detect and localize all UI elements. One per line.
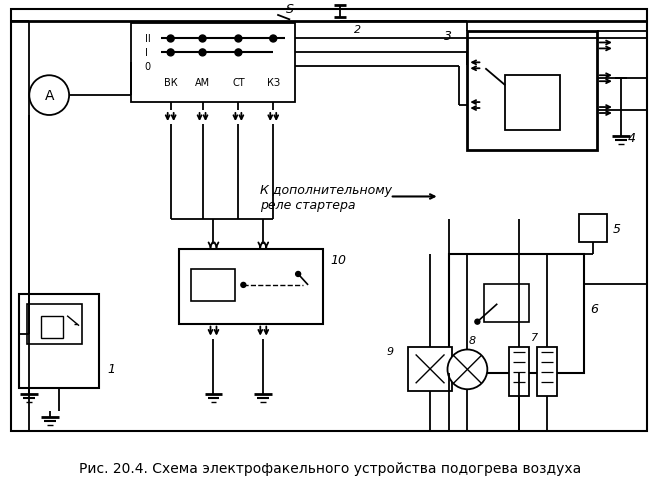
Text: КЗ: КЗ — [267, 78, 280, 88]
Bar — [131, 23, 295, 103]
Bar — [408, 347, 453, 391]
Text: 4: 4 — [628, 132, 636, 145]
Circle shape — [167, 50, 174, 57]
Bar — [484, 285, 529, 322]
Circle shape — [167, 36, 174, 43]
Bar — [191, 269, 236, 301]
Text: ВК: ВК — [164, 78, 178, 88]
Bar — [19, 294, 99, 388]
Text: К дополнительному: К дополнительному — [260, 183, 392, 197]
Bar — [510, 347, 529, 396]
Text: S: S — [286, 3, 294, 16]
Text: 1: 1 — [107, 362, 115, 375]
Bar — [27, 304, 82, 344]
Text: 9: 9 — [386, 347, 393, 357]
Circle shape — [235, 36, 242, 43]
Text: АМ: АМ — [195, 78, 210, 88]
Circle shape — [29, 76, 69, 116]
Text: 8: 8 — [469, 335, 476, 345]
Circle shape — [199, 50, 206, 57]
Circle shape — [296, 272, 300, 277]
Text: 2: 2 — [354, 24, 362, 35]
Text: СТ: СТ — [232, 78, 245, 88]
Text: 3: 3 — [444, 30, 451, 43]
Text: 7: 7 — [531, 332, 538, 342]
Bar — [579, 215, 607, 243]
Circle shape — [475, 320, 480, 325]
Text: 5: 5 — [612, 223, 621, 235]
Bar — [449, 255, 584, 374]
Text: I: I — [145, 48, 148, 58]
Circle shape — [270, 36, 277, 43]
Circle shape — [447, 350, 487, 389]
Circle shape — [241, 283, 246, 288]
Bar — [467, 31, 597, 150]
Text: II: II — [145, 35, 150, 44]
Circle shape — [235, 50, 242, 57]
Bar — [537, 347, 557, 396]
Bar — [179, 250, 323, 324]
Text: 6: 6 — [590, 303, 598, 316]
Text: реле стартера: реле стартера — [260, 199, 356, 211]
Bar — [506, 76, 560, 131]
Text: 0: 0 — [145, 62, 151, 72]
Circle shape — [199, 36, 206, 43]
Text: 10: 10 — [330, 253, 346, 266]
Bar — [41, 316, 63, 338]
Bar — [11, 10, 647, 431]
Text: Рис. 20.4. Схема электрофакельного устройства подогрева воздуха: Рис. 20.4. Схема электрофакельного устро… — [79, 461, 581, 475]
Text: A: A — [44, 89, 54, 103]
